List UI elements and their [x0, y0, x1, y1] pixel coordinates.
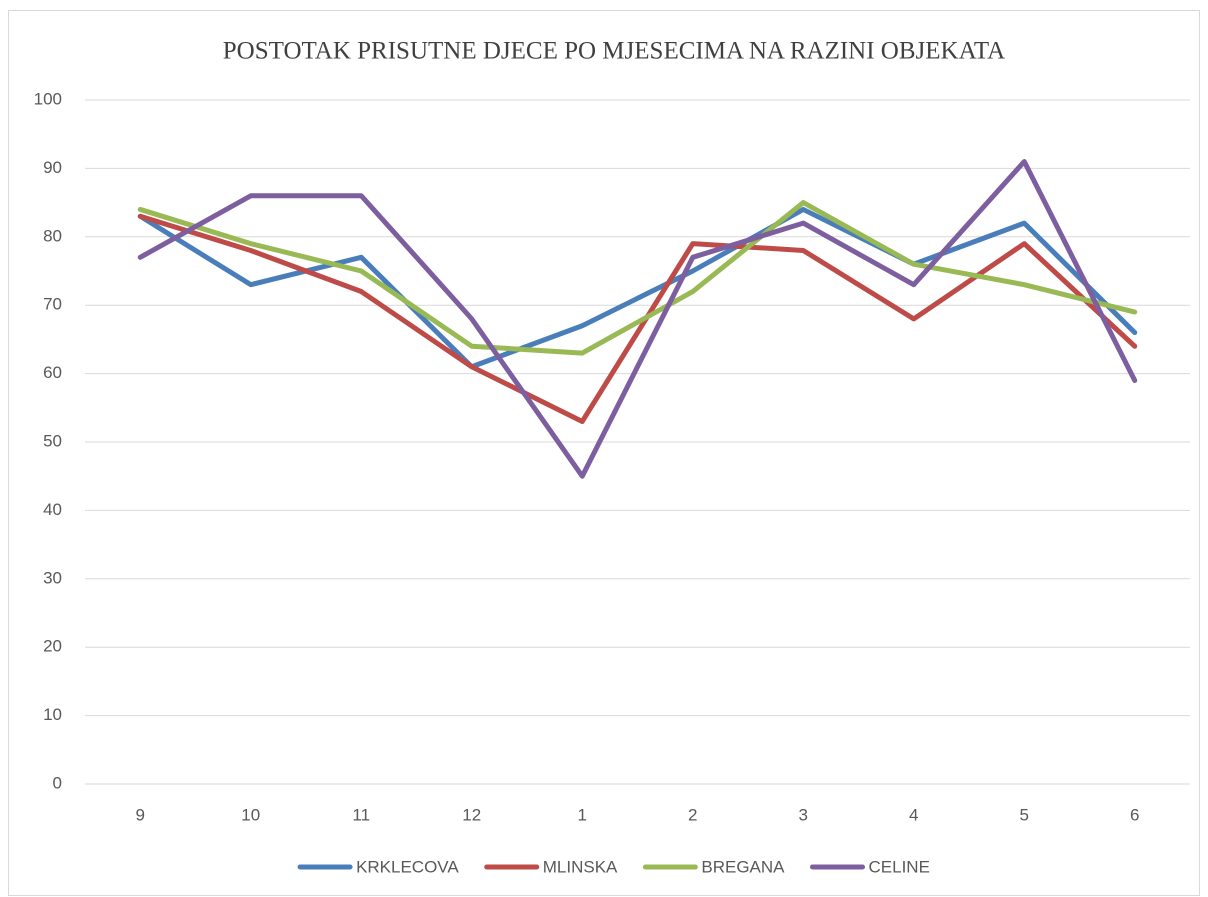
x-tick-label: 5: [1020, 805, 1029, 824]
x-tick-label: 3: [799, 805, 808, 824]
y-tick-label: 70: [43, 295, 62, 314]
chart-title: POSTOTAK PRISUTNE DJECE PO MJESECIMA NA …: [223, 38, 1005, 65]
series-line: [137, 159, 1138, 479]
y-tick-label: 0: [53, 773, 62, 792]
y-tick-label: 30: [43, 568, 62, 587]
legend-label: MLINSKA: [543, 857, 618, 876]
x-tick-label: 6: [1130, 805, 1139, 824]
chart-border: [8, 10, 1200, 896]
y-tick-label: 40: [43, 500, 62, 519]
x-tick-label: 11: [352, 805, 370, 824]
series-line: [137, 213, 1138, 424]
x-tick-label: 2: [688, 805, 697, 824]
x-tick-label: 4: [909, 805, 918, 824]
legend-label: CELINE: [869, 857, 930, 876]
y-tick-label: 50: [43, 431, 62, 450]
x-tick-label: 9: [136, 805, 145, 824]
y-tick-label: 100: [34, 89, 62, 108]
x-tick-label: 10: [241, 805, 260, 824]
series-line: [137, 200, 1138, 356]
y-tick-label: 60: [43, 363, 62, 382]
x-tick-label: 12: [462, 805, 481, 824]
y-tick-label: 20: [43, 637, 62, 656]
legend-label: BREGANA: [701, 857, 785, 876]
legend-label: KRKLECOVA: [356, 857, 459, 876]
y-tick-label: 10: [43, 705, 62, 724]
x-tick-label: 1: [578, 805, 587, 824]
y-tick-label: 80: [43, 226, 62, 245]
y-tick-label: 90: [43, 158, 62, 177]
